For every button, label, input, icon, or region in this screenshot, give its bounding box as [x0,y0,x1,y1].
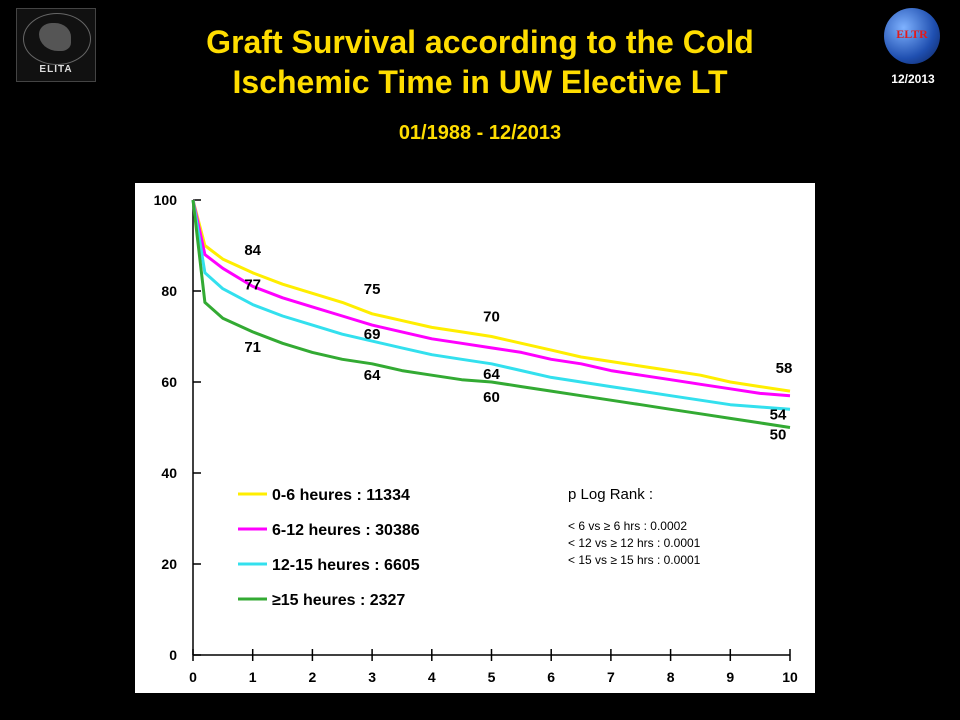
legend-label-3: 12-15 heures : 6605 [272,557,420,574]
x-tick-label: 10 [782,669,798,685]
data-label: 50 [770,427,787,444]
x-tick-label: 7 [607,669,615,685]
series-line-4 [191,199,791,429]
x-tick-label: 5 [488,669,496,685]
eltr-logo-text: ELTR [896,27,928,41]
y-tick-label: 0 [169,647,177,663]
y-tick-label: 100 [154,192,178,208]
x-tick-label: 9 [726,669,734,685]
chart-title: Graft Survival according to the Cold Isc… [130,22,830,102]
x-tick-label: 0 [189,669,197,685]
y-tick-label: 20 [161,556,177,572]
data-label: 64 [364,367,381,384]
data-label: 70 [483,309,500,326]
data-label: 84 [244,242,261,259]
liver-icon [39,23,71,51]
elita-logo-text: ELITA [39,64,73,75]
data-label: 60 [483,389,500,406]
x-tick-label: 4 [428,669,436,685]
series-line-3 [191,199,791,411]
x-tick-label: 6 [547,669,555,685]
data-label: 71 [244,339,261,356]
slide-date: 12/2013 [891,72,935,86]
y-tick-label: 60 [161,374,177,390]
y-tick-label: 40 [161,465,177,481]
stats-title: p Log Rank : [568,486,653,503]
stats-line-2: < 12 vs ≥ 12 hrs : 0.0001 [568,536,701,550]
logo-ring [23,13,91,65]
title-line-1: Graft Survival according to the Cold [206,24,754,60]
elita-logo: ELITA [16,8,96,82]
chart-subtitle: 01/1988 - 12/2013 [398,122,562,144]
legend-label-4: ≥15 heures : 2327 [272,592,405,609]
data-label: 58 [776,360,793,377]
data-label: 75 [364,281,381,298]
data-label: 54 [770,406,787,423]
data-label: 64 [483,366,500,383]
series-line-2 [191,199,791,398]
x-tick-label: 8 [667,669,675,685]
x-tick-label: 1 [249,669,257,685]
x-tick-label: 3 [368,669,376,685]
stats-line-3: < 15 vs ≥ 15 hrs : 0.0001 [568,553,701,567]
x-tick-label: 2 [309,669,317,685]
title-line-2: Ischemic Time in UW Elective LT [232,64,728,100]
plot-area: 0 20 40 60 80 100 0 1 2 3 4 5 6 7 8 9 10 84 77 71 75 69 64 70 64… [135,183,815,693]
data-label: 77 [244,277,261,294]
stats-line-1: < 6 vs ≥ 6 hrs : 0.0002 [568,519,687,533]
y-tick-label: 80 [161,283,177,299]
eltr-globe-logo: ELTR [884,8,940,64]
data-label: 69 [364,326,381,343]
series-line-1 [191,199,791,393]
legend-label-1: 0-6 heures : 11334 [272,487,410,504]
survival-chart: 0 20 40 60 80 100 0 1 2 3 4 5 6 7 8 9 10 84 77 71 75 69 64 70 64… [154,192,798,685]
legend-label-2: 6-12 heures : 30386 [272,522,420,539]
